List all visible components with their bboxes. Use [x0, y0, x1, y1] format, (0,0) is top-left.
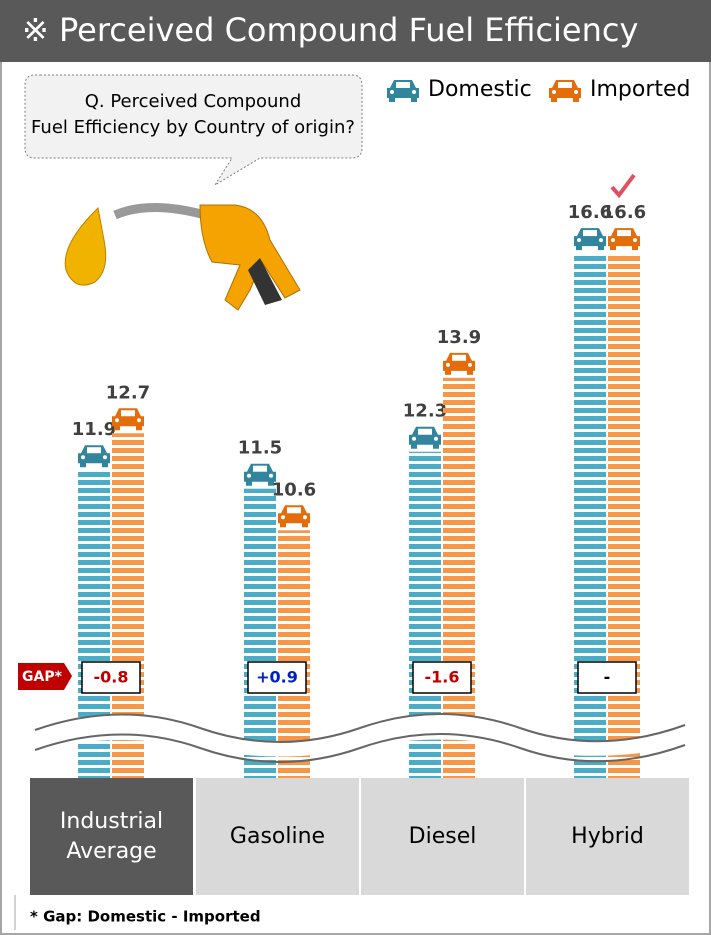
x-tick-label: Gasoline — [196, 778, 359, 895]
value-label: 10.6 — [272, 479, 316, 500]
car-wheel — [102, 462, 108, 467]
car-window — [617, 230, 631, 236]
car-light — [303, 515, 307, 519]
car-light — [446, 363, 450, 367]
car-window — [287, 507, 301, 513]
car-wheel — [467, 370, 473, 375]
gap-tag-label: GAP* — [22, 669, 63, 685]
value-label: 13.9 — [437, 327, 481, 348]
car-light — [599, 238, 603, 242]
car-wheel — [246, 481, 252, 486]
car-light — [81, 455, 85, 459]
car-wheel — [411, 444, 417, 449]
car-light — [611, 238, 615, 242]
car-wheel — [80, 462, 86, 467]
chart-title: ※ Perceived Compound Fuel Efficiency — [22, 11, 638, 49]
car-window — [452, 355, 466, 361]
gap-value: - — [604, 668, 611, 687]
car-light — [412, 437, 416, 441]
car-window — [87, 447, 101, 453]
car-light — [574, 90, 578, 94]
car-window — [558, 82, 572, 88]
car-wheel — [573, 97, 579, 102]
car-window — [583, 230, 597, 236]
car-wheel — [576, 245, 582, 250]
car-wheel — [411, 97, 417, 102]
car-light — [412, 90, 416, 94]
car-wheel — [136, 425, 142, 430]
car-light — [269, 474, 273, 478]
question-line: Fuel Efficiency by Country of origin? — [31, 117, 355, 138]
value-label: 16.6 — [602, 202, 646, 223]
bar — [574, 253, 606, 778]
gap-value: -1.6 — [425, 668, 460, 687]
gap-value: -0.8 — [94, 668, 129, 687]
car-wheel — [632, 245, 638, 250]
x-tick-label: Diesel — [361, 778, 524, 895]
value-label: 12.7 — [106, 382, 150, 403]
x-tick-label: Hybrid — [526, 778, 689, 895]
car-wheel — [302, 522, 308, 527]
car-wheel — [433, 444, 439, 449]
car-light — [577, 238, 581, 242]
car-wheel — [114, 425, 120, 430]
car-light — [137, 418, 141, 422]
car-wheel — [551, 97, 557, 102]
car-window — [418, 429, 432, 435]
car-light — [281, 515, 285, 519]
value-label: 11.5 — [238, 438, 282, 459]
value-label: 12.3 — [403, 401, 447, 422]
value-label: 11.9 — [72, 419, 116, 440]
gap-value: +0.9 — [256, 668, 298, 687]
car-light — [434, 437, 438, 441]
car-wheel — [445, 370, 451, 375]
footnote: * Gap: Domestic - Imported — [30, 908, 261, 926]
car-window — [121, 410, 135, 416]
car-light — [247, 474, 251, 478]
car-wheel — [598, 245, 604, 250]
bar — [244, 489, 276, 778]
car-light — [390, 90, 394, 94]
car-wheel — [280, 522, 286, 527]
car-light — [633, 238, 637, 242]
car-light — [103, 455, 107, 459]
car-window — [396, 82, 410, 88]
car-light — [552, 90, 556, 94]
car-wheel — [610, 245, 616, 250]
bar — [608, 253, 640, 778]
car-wheel — [389, 97, 395, 102]
car-light — [115, 418, 119, 422]
page: ※ Perceived Compound Fuel Efficiency Q. … — [0, 0, 711, 935]
car-light — [468, 363, 472, 367]
question-line: Q. Perceived Compound — [85, 91, 302, 112]
legend-label: Imported — [590, 77, 691, 102]
x-tick-label: Industrial Average — [30, 778, 193, 895]
car-window — [253, 466, 267, 472]
legend-label: Domestic — [428, 77, 532, 102]
